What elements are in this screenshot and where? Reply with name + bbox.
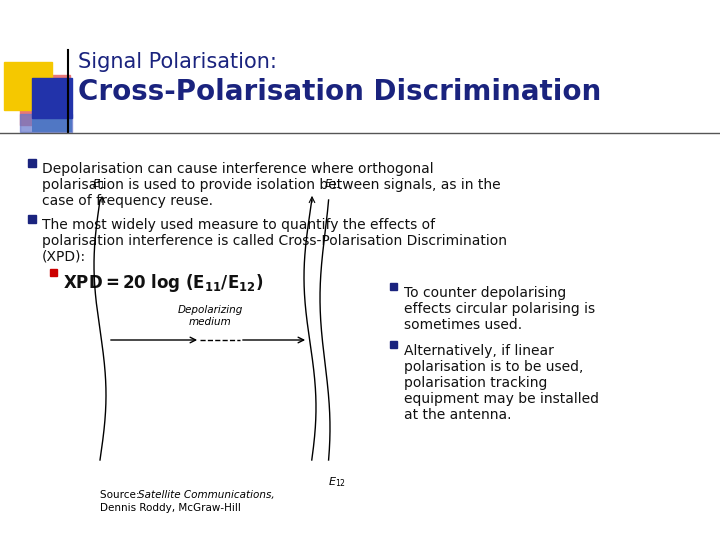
Text: Alternatively, if linear: Alternatively, if linear: [404, 344, 554, 358]
Text: $E_1$: $E_1$: [92, 177, 106, 191]
Bar: [4, 62, 52, 110]
Text: Signal Polarisation:: Signal Polarisation:: [78, 52, 277, 72]
Text: $E_{12}$: $E_{12}$: [328, 475, 346, 489]
Text: Depolarisation can cause interference where orthogonal: Depolarisation can cause interference wh…: [42, 162, 433, 176]
Bar: [32, 116, 72, 132]
Bar: [50, 269, 57, 276]
Bar: [28, 159, 36, 167]
Text: polarisation is to be used,: polarisation is to be used,: [404, 360, 583, 374]
Text: polarisation is used to provide isolation between signals, as in the: polarisation is used to provide isolatio…: [42, 178, 500, 192]
Text: Dennis Roddy, McGraw-Hill: Dennis Roddy, McGraw-Hill: [100, 503, 241, 513]
Text: Satellite Communications,: Satellite Communications,: [138, 490, 274, 500]
Bar: [32, 78, 72, 118]
Bar: [390, 341, 397, 348]
Bar: [390, 283, 397, 290]
Text: medium: medium: [189, 317, 231, 327]
Bar: [28, 215, 36, 223]
Text: equipment may be installed: equipment may be installed: [404, 392, 599, 406]
Text: sometimes used.: sometimes used.: [404, 318, 522, 332]
Text: effects circular polarising is: effects circular polarising is: [404, 302, 595, 316]
Text: The most widely used measure to quantify the effects of: The most widely used measure to quantify…: [42, 218, 435, 232]
Bar: [20, 75, 70, 125]
Text: Depolarizing: Depolarizing: [177, 305, 243, 315]
Text: To counter depolarising: To counter depolarising: [404, 286, 566, 300]
Text: $E_{11}$: $E_{11}$: [324, 177, 342, 191]
Text: (XPD):: (XPD):: [42, 250, 86, 264]
Text: polarisation interference is called Cross-Polarisation Discrimination: polarisation interference is called Cros…: [42, 234, 507, 248]
Text: case of frequency reuse.: case of frequency reuse.: [42, 194, 213, 208]
Bar: [20, 114, 72, 132]
Text: at the antenna.: at the antenna.: [404, 408, 511, 422]
Text: polarisation tracking: polarisation tracking: [404, 376, 547, 390]
Text: $\mathbf{XPD = 20\ log\ (E_{11}/E_{12})}$: $\mathbf{XPD = 20\ log\ (E_{11}/E_{12})}…: [63, 272, 264, 294]
Text: Source:: Source:: [100, 490, 143, 500]
Text: Cross-Polarisation Discrimination: Cross-Polarisation Discrimination: [78, 78, 601, 106]
